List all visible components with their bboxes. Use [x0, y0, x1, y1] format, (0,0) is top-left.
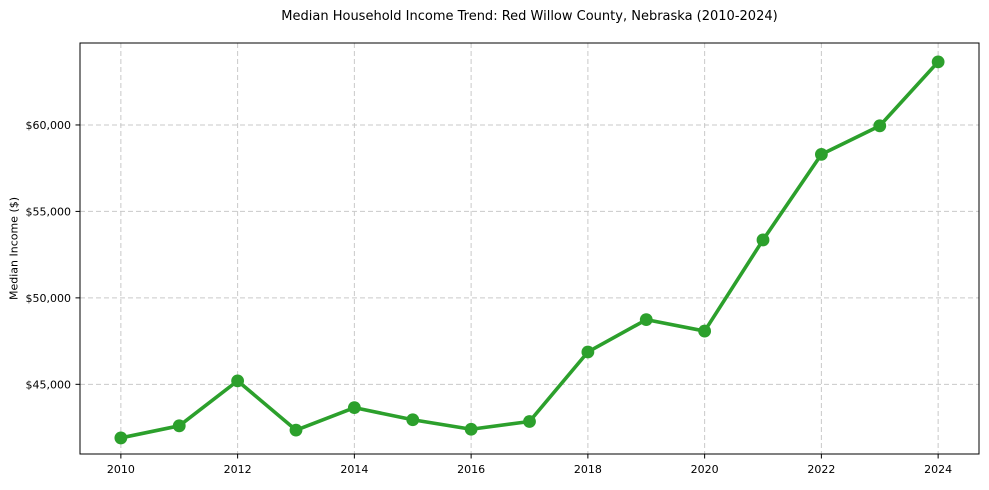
x-tick-label: 2020 [691, 463, 719, 476]
plot-border [79, 42, 980, 455]
data-point [814, 147, 828, 161]
x-tick-label: 2016 [457, 463, 485, 476]
data-point [873, 119, 887, 133]
data-point [464, 422, 478, 436]
data-point [581, 345, 595, 359]
y-tick-label: $55,000 [26, 205, 72, 218]
chart-title: Median Household Income Trend: Red Willo… [281, 9, 778, 24]
y-tick-label: $50,000 [26, 292, 72, 305]
x-tick-label: 2018 [574, 463, 602, 476]
data-point [639, 313, 653, 327]
y-tick-label: $45,000 [26, 378, 72, 391]
data-point [931, 55, 945, 69]
data-point [347, 401, 361, 415]
data-point [756, 233, 770, 247]
x-tick-label: 2012 [224, 463, 252, 476]
y-tick-label: $60,000 [26, 119, 72, 132]
data-point [698, 324, 712, 338]
data-point [231, 374, 245, 388]
x-tick-label: 2024 [924, 463, 952, 476]
data-point [289, 423, 303, 437]
data-point [172, 419, 186, 433]
data-point [114, 431, 128, 445]
x-tick-label: 2010 [107, 463, 135, 476]
data-point [523, 415, 536, 428]
data-point [406, 413, 420, 427]
x-tick-label: 2022 [807, 463, 835, 476]
x-tick-label: 2014 [340, 463, 368, 476]
